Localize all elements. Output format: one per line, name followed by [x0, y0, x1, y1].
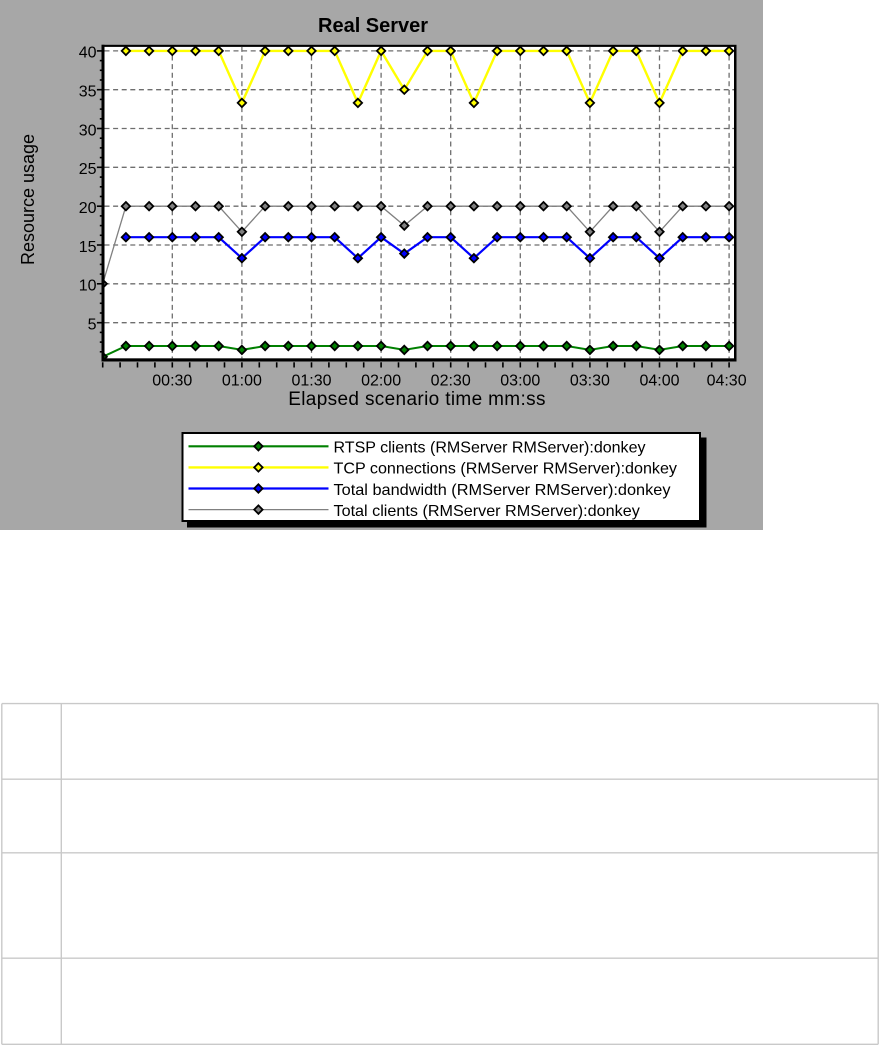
svg-text:04:30: 04:30 — [707, 373, 747, 390]
svg-text:01:30: 01:30 — [291, 373, 331, 390]
svg-text:04:00: 04:00 — [639, 373, 679, 390]
svg-text:Total clients (RMServer RMServ: Total clients (RMServer RMServer):donkey — [334, 503, 640, 520]
svg-text:01:00: 01:00 — [222, 373, 262, 390]
svg-text:02:30: 02:30 — [431, 373, 471, 390]
svg-text:30: 30 — [79, 122, 97, 139]
svg-text:TCP connections (RMServer RMSe: TCP connections (RMServer RMServer):donk… — [334, 461, 678, 478]
svg-text:10: 10 — [79, 278, 97, 295]
svg-text:Real Server: Real Server — [318, 15, 428, 37]
svg-text:Elapsed scenario time mm:ss: Elapsed scenario time mm:ss — [288, 389, 546, 410]
svg-text:02:00: 02:00 — [361, 373, 401, 390]
svg-text:20: 20 — [79, 200, 97, 217]
svg-text:Total bandwidth (RMServer RMSe: Total bandwidth (RMServer RMServer):donk… — [334, 482, 671, 499]
svg-text:40: 40 — [79, 45, 97, 62]
svg-text:00:30: 00:30 — [152, 373, 192, 390]
svg-text:03:00: 03:00 — [500, 373, 540, 390]
svg-text:03:30: 03:30 — [570, 373, 610, 390]
svg-text:Resource usage: Resource usage — [18, 134, 38, 265]
svg-text:25: 25 — [79, 161, 97, 178]
svg-text:RTSP clients (RMServer RMServe: RTSP clients (RMServer RMServer):donkey — [334, 440, 646, 457]
svg-text:35: 35 — [79, 84, 97, 101]
svg-text:5: 5 — [88, 317, 97, 334]
svg-text:15: 15 — [79, 239, 97, 256]
